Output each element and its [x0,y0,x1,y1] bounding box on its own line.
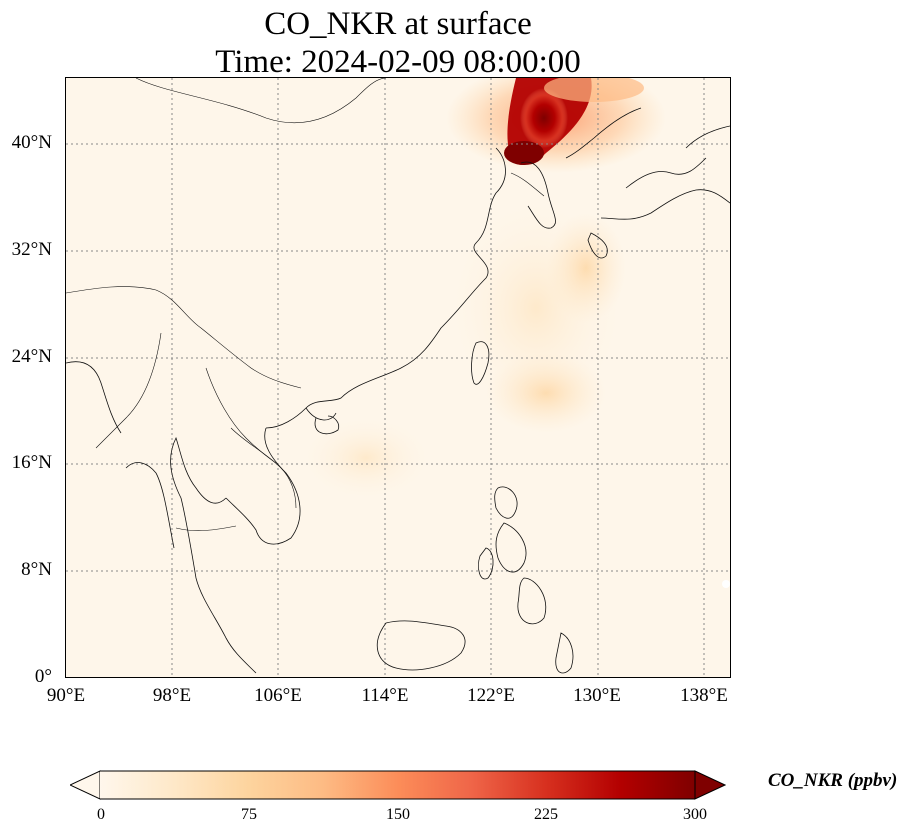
lat-tick-8n: 8°N [21,559,52,580]
lon-tick-130e: 130°E [573,685,621,706]
plume-northeast [544,78,644,102]
map-panel [65,77,731,678]
colorbar-tick-225: 225 [534,806,558,823]
country-borders [66,78,545,531]
lat-tick-32n: 32°N [11,239,52,260]
colorbar-tick-300: 300 [683,806,707,823]
colorbar-tick-150: 150 [386,806,410,823]
coastlines [66,107,730,674]
plume-core-center [520,88,568,148]
lon-tick-122e: 122°E [467,685,515,706]
lon-tick-90e: 90°E [46,685,86,706]
lon-tick-98e: 98°E [152,685,192,706]
gridlines [66,78,730,677]
concentration-field [296,78,666,503]
lat-tick-0: 0° [34,666,52,687]
lon-tick-106e: 106°E [254,685,302,706]
colorbar-gradient [100,771,695,799]
plume-core-korea-bay [504,141,544,165]
lon-tick-114e: 114°E [361,685,409,706]
lat-tick-16n: 16°N [11,452,52,473]
colorbar-tick-0: 0 [97,806,105,823]
colorbar [70,770,726,800]
map-canvas [66,78,730,677]
colorbar-extend-max [694,770,726,800]
lat-tick-24n: 24°N [11,346,52,367]
colorbar-tick-75: 75 [241,806,257,823]
plume-tail-japan [546,213,626,323]
lat-tick-40n: 40°N [11,132,52,153]
plume-tail-east-china-sea [486,353,606,433]
colorbar-label: CO_NKR (ppbv) [768,770,898,791]
lon-tick-138e: 138°E [680,685,728,706]
map-title-line1: CO_NKR at surface [264,6,532,42]
colorbar-extend-min [70,770,101,800]
missing-data-spot [722,580,730,588]
plume-south-china-sea [296,413,436,503]
map-title-line2: Time: 2024-02-09 08:00:00 [215,44,581,80]
colorbar-outline [100,770,695,800]
